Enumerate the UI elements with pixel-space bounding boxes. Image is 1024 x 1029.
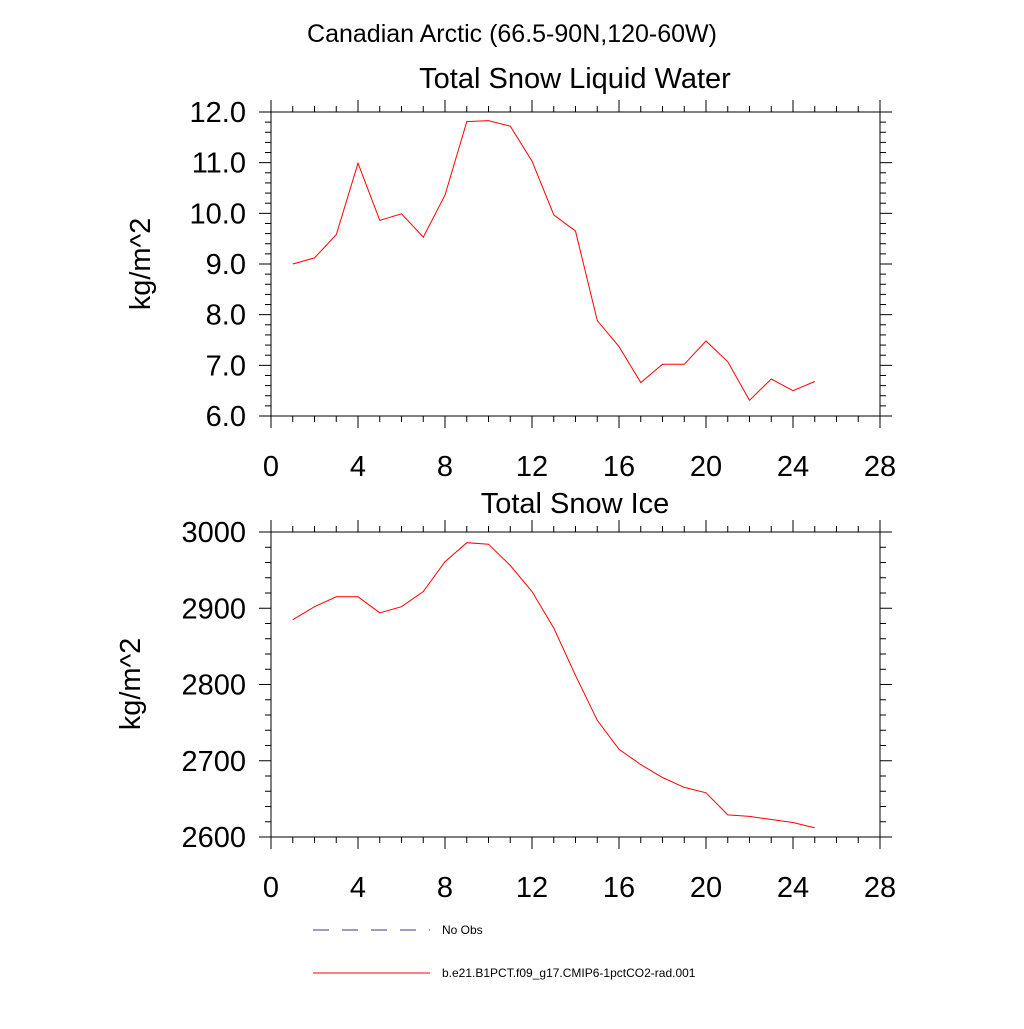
series-line: [292, 542, 815, 829]
x-tick-label: 12: [516, 451, 548, 483]
plot-frame: [270, 111, 881, 417]
panel-snow-liquid-water: Total Snow Liquid Water kg/m^2 0 4 8 12 16 20…: [125, 63, 896, 483]
x-tick-label: 12: [516, 872, 548, 904]
legend-label-no-obs: No Obs: [442, 923, 483, 937]
y-tick-label: 8.0: [206, 300, 246, 332]
y-axis-label: kg/m^2: [125, 218, 157, 311]
legend-label-model-run: b.e21.B1PCT.f09_g17.CMIP6-1pctCO2-rad.00…: [442, 966, 696, 980]
y-tick-label: 11.0: [192, 148, 246, 180]
x-tick-label: 24: [777, 451, 809, 483]
series-line: [292, 120, 815, 402]
x-tick-label: 28: [864, 451, 896, 483]
y-tick-label: 2800: [181, 670, 246, 702]
y-tick-label: 7.0: [206, 350, 246, 382]
x-tick-label: 4: [350, 451, 366, 483]
x-tick-label: 4: [350, 872, 366, 904]
y-tick-label: 9.0: [206, 249, 246, 281]
panel-title: Total Snow Ice: [481, 488, 670, 520]
x-tick-label: 20: [690, 451, 722, 483]
x-tick-label: 16: [603, 872, 635, 904]
x-tick-label: 24: [777, 872, 809, 904]
legend: No Obs b.e21.B1PCT.f09_g17.CMIP6-1pctCO2…: [313, 923, 696, 980]
y-axis-label: kg/m^2: [115, 638, 147, 731]
y-tick-label: 2900: [181, 593, 246, 625]
y-tick-label: 12.0: [190, 97, 246, 129]
panel-title: Total Snow Liquid Water: [419, 63, 731, 95]
x-tick-label: 8: [437, 451, 453, 483]
plot-frame: [270, 531, 881, 838]
y-tick-label: 6.0: [206, 401, 246, 433]
x-tick-label: 16: [603, 451, 635, 483]
y-tick-label: 2600: [181, 822, 246, 854]
panel-snow-ice: Total Snow Ice kg/m^2 0 4 8 12 16 20 24 28 2600 2…: [115, 488, 896, 904]
x-tick-label: 20: [690, 872, 722, 904]
x-tick-label: 28: [864, 872, 896, 904]
x-tick-label: 0: [263, 872, 279, 904]
y-tick-label: 2700: [181, 746, 246, 778]
y-tick-label: 3000: [181, 517, 246, 549]
x-tick-label: 8: [437, 872, 453, 904]
figure-title: Canadian Arctic (66.5-90N,120-60W): [307, 20, 717, 48]
y-tick-label: 10.0: [190, 198, 246, 230]
x-tick-label: 0: [263, 451, 279, 483]
